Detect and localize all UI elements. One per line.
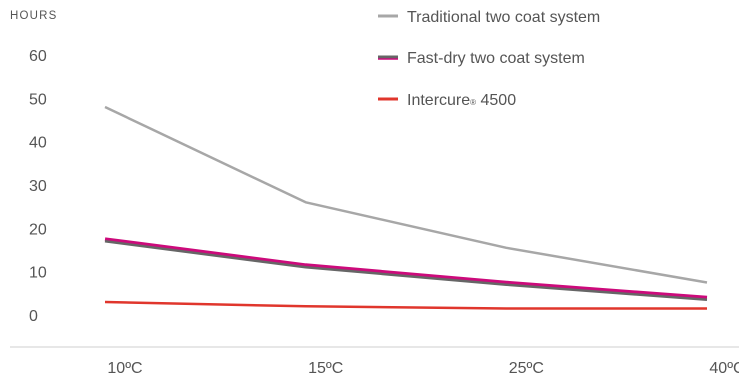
y-tick-label: 20: [29, 221, 47, 238]
legend-label-intercure-suffix: 4500: [476, 92, 516, 109]
y-axis-label: HOURS: [10, 10, 58, 22]
y-tick-label: 60: [29, 48, 47, 65]
y-tick-label: 0: [29, 308, 38, 325]
x-axis-ticks: 10ºC 15ºC 25ºC 40ºC: [107, 360, 739, 377]
series-line-intercure: [104, 300, 707, 310]
x-tick-label: 25ºC: [509, 360, 544, 377]
y-tick-label: 40: [29, 135, 47, 152]
series-line-fast-dry: [104, 240, 708, 302]
series-line-traditional: [104, 105, 708, 284]
legend-item-traditional: Traditional two coat system: [378, 9, 600, 26]
series-lines: [104, 105, 708, 310]
legend-label-fast-dry: Fast-dry two coat system: [407, 50, 585, 67]
y-tick-label: 50: [29, 91, 47, 108]
x-tick-label: 40ºC: [709, 360, 739, 377]
y-axis-ticks: 0 10 20 30 40 50 60: [29, 48, 47, 325]
series-line-fast-dry-accent: [104, 237, 708, 300]
legend-item-intercure: Intercure® 4500: [378, 92, 516, 109]
legend-label-intercure-name: Intercure: [407, 92, 470, 109]
x-tick-label: 15ºC: [308, 360, 343, 377]
legend-label-intercure: Intercure® 4500: [407, 92, 516, 109]
legend-label-traditional: Traditional two coat system: [407, 9, 600, 26]
x-tick-label: 10ºC: [107, 360, 142, 377]
y-tick-label: 10: [29, 265, 47, 282]
legend: Traditional two coat system Fast-dry two…: [378, 9, 600, 109]
legend-item-fast-dry: Fast-dry two coat system: [378, 50, 585, 67]
legend-label-intercure-mark: ®: [470, 98, 476, 107]
y-tick-label: 30: [29, 178, 47, 195]
